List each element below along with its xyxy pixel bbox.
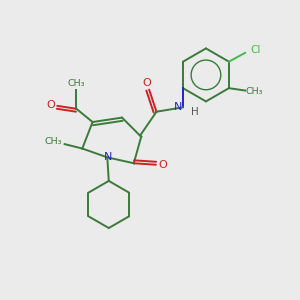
Text: N: N <box>174 102 182 112</box>
Text: Cl: Cl <box>250 46 261 56</box>
Text: CH₃: CH₃ <box>68 79 85 88</box>
Text: N: N <box>103 152 112 162</box>
Text: O: O <box>46 100 55 110</box>
Text: O: O <box>143 78 152 88</box>
Text: O: O <box>158 160 167 170</box>
Text: H: H <box>191 107 199 117</box>
Text: CH₃: CH₃ <box>246 87 263 96</box>
Text: CH₃: CH₃ <box>44 137 62 146</box>
